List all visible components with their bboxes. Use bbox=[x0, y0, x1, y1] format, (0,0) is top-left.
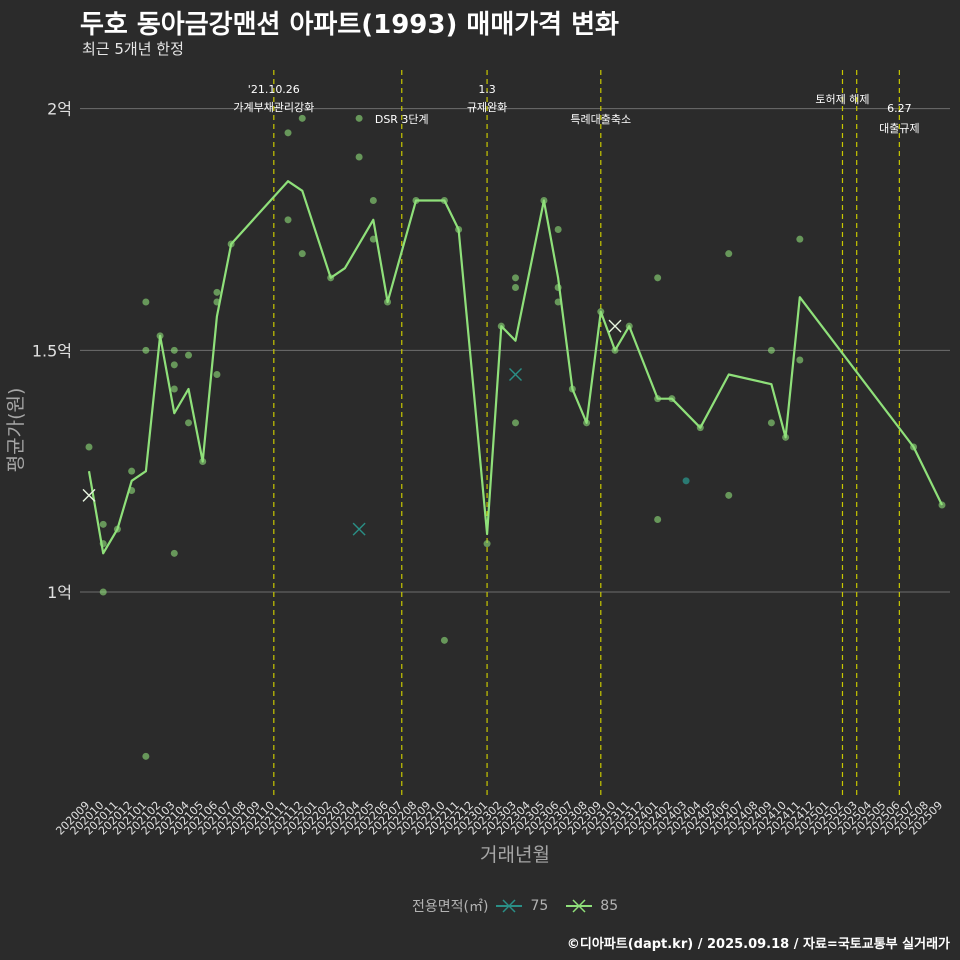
transaction-point bbox=[369, 197, 377, 204]
event-label-text: 특례대출축소 bbox=[570, 113, 631, 126]
transaction-point bbox=[99, 588, 107, 596]
transaction-point bbox=[284, 216, 292, 224]
event-label-text: 토허제 해제 bbox=[815, 92, 869, 106]
transaction-point bbox=[99, 520, 107, 528]
transaction-point bbox=[355, 153, 363, 161]
transaction-point bbox=[796, 235, 804, 243]
transaction-point bbox=[298, 250, 306, 258]
event-label-text: 대출규제 bbox=[879, 122, 919, 135]
event-label-date: 6.27 bbox=[887, 102, 912, 115]
event-label-date: 1.3 bbox=[478, 83, 496, 96]
y-tick-label: 2억 bbox=[47, 100, 72, 119]
legend-key-75 bbox=[494, 896, 524, 916]
transaction-point bbox=[725, 250, 733, 258]
transaction-point bbox=[170, 361, 178, 369]
transaction-point bbox=[128, 467, 136, 475]
event-label-text: 가계부채관리강화 bbox=[233, 101, 314, 114]
transaction-point bbox=[483, 540, 491, 548]
transaction-point bbox=[512, 274, 519, 282]
transaction-point-75 bbox=[682, 477, 690, 485]
transaction-point bbox=[213, 288, 221, 296]
transaction-point bbox=[512, 419, 519, 427]
event-label-text: DSR 3단계 bbox=[375, 113, 429, 126]
x-axis-title: 거래년월 bbox=[480, 844, 550, 866]
x-marker-75 bbox=[509, 368, 522, 381]
transaction-point bbox=[170, 385, 178, 393]
legend-title: 전용면적(㎡) bbox=[412, 899, 489, 915]
legend-label-75: 75 bbox=[530, 898, 549, 914]
event-label-text: 규제완화 bbox=[467, 101, 507, 114]
transaction-point bbox=[725, 491, 733, 499]
transaction-point bbox=[185, 351, 193, 359]
transaction-point bbox=[85, 443, 93, 451]
transaction-point bbox=[185, 419, 193, 427]
source-caption: ©디아파트(dapt.kr) / 2025.09.18 / 자료=국토교통부 실… bbox=[566, 937, 950, 952]
legend: 전용면적(㎡) 75 85 bbox=[412, 896, 628, 916]
transaction-point bbox=[654, 274, 662, 282]
transaction-point bbox=[440, 636, 448, 644]
transaction-point bbox=[512, 284, 519, 291]
transaction-point bbox=[355, 114, 363, 122]
x-marker-75 bbox=[352, 522, 366, 536]
y-axis-title: 평균가(원) bbox=[5, 388, 27, 473]
transaction-point bbox=[796, 356, 804, 364]
transaction-point bbox=[213, 371, 221, 378]
transaction-point bbox=[654, 516, 662, 523]
transaction-point bbox=[170, 549, 178, 557]
legend-key-85 bbox=[564, 896, 594, 916]
transaction-point bbox=[767, 419, 775, 427]
legend-label-85: 85 bbox=[600, 898, 619, 914]
chart-subtitle: 최근 5개년 한정 bbox=[82, 40, 184, 58]
transaction-point bbox=[298, 114, 306, 122]
y-tick-label: 1억 bbox=[47, 583, 72, 602]
event-label-date: '21.10.26 bbox=[248, 83, 300, 96]
x-marker-85 bbox=[608, 319, 622, 333]
chart-title: 두호 동아금강맨션 아파트(1993) 매매가격 변화 bbox=[80, 10, 619, 40]
transaction-point bbox=[369, 235, 377, 243]
series-line-85 bbox=[87, 180, 943, 555]
transaction-point bbox=[142, 346, 150, 354]
transaction-point bbox=[142, 298, 150, 306]
transaction-point bbox=[284, 129, 292, 137]
transaction-point bbox=[170, 346, 178, 354]
y-tick-label: 1.5억 bbox=[32, 341, 72, 360]
x-marker-85 bbox=[82, 488, 96, 502]
transaction-point bbox=[142, 752, 150, 760]
transaction-point bbox=[767, 346, 775, 354]
transaction-point bbox=[554, 226, 562, 233]
